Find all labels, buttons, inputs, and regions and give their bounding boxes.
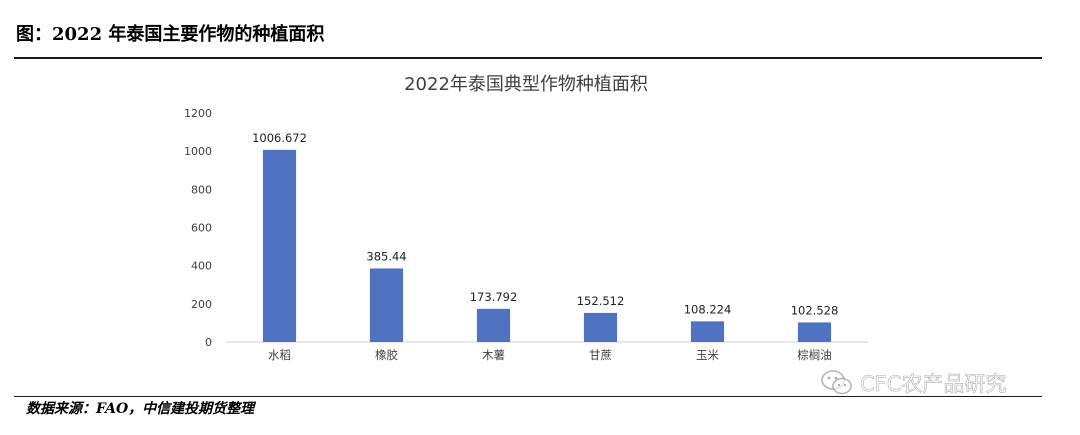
y-tick-label: 600: [191, 222, 212, 235]
y-tick-label: 1000: [184, 145, 212, 158]
chart-title: 2022年泰国典型作物种植面积: [404, 74, 648, 95]
y-tick-label: 1200: [184, 107, 212, 120]
x-tick-label: 甘蔗: [589, 348, 612, 362]
watermark-text: CFC农产品研究: [860, 372, 1007, 397]
source-note: 数据来源：FAO，中信建投期货整理: [26, 401, 255, 417]
top-divider: [14, 57, 1042, 59]
bottom-divider: [14, 396, 1042, 397]
data-label: 108.224: [684, 302, 732, 316]
bar-chart: 2022年泰国典型作物种植面积 0 200 400 600 800 1000 1200 10…: [184, 74, 868, 362]
bar-1: [369, 268, 404, 342]
wechat-icon: [821, 370, 852, 395]
x-tick-label: 橡胶: [375, 348, 398, 362]
y-tick-label: 400: [191, 260, 212, 273]
data-label: 1006.672: [252, 131, 307, 145]
y-tick-label: 800: [191, 183, 212, 196]
figure-title: 图：2022 年泰国主要作物的种植面积: [16, 24, 325, 45]
x-tick-label: 棕榈油: [797, 348, 832, 362]
data-label: 152.512: [577, 294, 625, 308]
x-tick-label: 水稻: [268, 348, 291, 362]
x-tick-label: 玉米: [696, 348, 719, 362]
watermark: CFC农产品研究: [820, 368, 1007, 398]
bar-2: [476, 308, 511, 342]
data-label: 173.792: [470, 290, 518, 304]
y-tick-label: 200: [191, 298, 212, 311]
bar-3: [583, 312, 618, 342]
data-label: 102.528: [791, 303, 839, 317]
bar-5: [797, 322, 832, 342]
bar-0: [262, 149, 297, 342]
data-label: 385.44: [366, 249, 406, 263]
bar-4: [690, 321, 725, 342]
y-tick-label: 0: [205, 336, 212, 349]
x-tick-label: 木薯: [482, 348, 505, 362]
